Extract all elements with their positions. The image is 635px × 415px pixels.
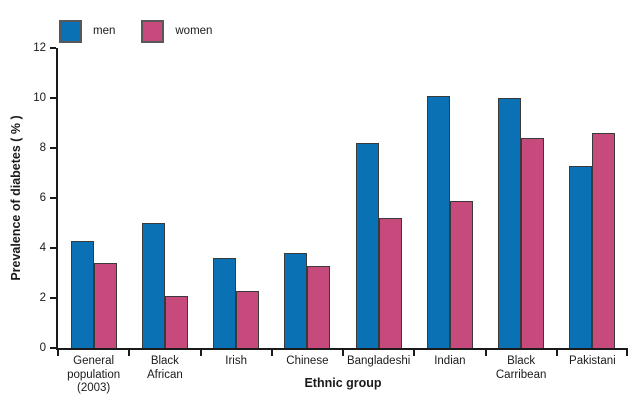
x-tick-label-1: Black African [146,355,183,381]
x-tick-label-5: Indian [434,355,466,367]
y-tick-label-2: 2 [39,292,46,304]
y-tick-label-12: 12 [33,42,46,54]
y-tick-12 [50,47,56,49]
y-tick-2 [50,297,56,299]
y-tick-label-4: 4 [39,242,46,254]
bar-women-2 [236,290,260,348]
x-tick-label-7: Pakistani [569,355,616,367]
bar-men-7 [569,165,593,348]
x-tick-3 [270,350,273,356]
x-tick-4 [342,350,344,356]
x-tick-7 [555,350,558,356]
bar-men-3 [284,253,308,348]
bar-men-4 [355,143,379,348]
chart-legend: men women [59,19,238,43]
x-tick-6 [484,350,487,356]
y-tick-label-10: 10 [33,92,46,104]
bar-women-0 [93,263,117,348]
bar-women-4 [378,218,402,348]
x-tick-label-3: Chinese [286,355,329,367]
y-tick-8 [50,147,56,149]
x-tick-8 [626,350,628,356]
legend-label-women: women [175,25,213,37]
x-tick-2 [199,350,202,356]
bar-women-5 [449,200,473,348]
x-tick-0 [57,350,59,356]
legend-swatch-men [59,19,82,43]
legend-swatch-women [141,19,165,43]
x-tick-label-2: Irish [225,355,247,367]
x-axis-line [56,348,628,350]
y-tick-label-8: 8 [39,142,46,154]
y-tick-6 [50,197,56,199]
y-tick-label-6: 6 [39,192,46,204]
x-axis-title: Ethnic group [304,376,382,390]
x-tick-label-6: Black Carribean [495,355,547,381]
bar-women-1 [164,295,188,348]
legend-label-men: men [93,25,116,37]
y-tick-4 [50,247,56,249]
x-tick-1 [128,350,131,356]
y-axis-line [56,48,58,350]
x-tick-label-0: General population (2003) [67,355,121,394]
y-tick-0 [50,347,56,349]
x-tick-5 [413,350,416,356]
bar-men-5 [426,95,450,348]
bar-men-6 [498,98,522,348]
plot-area [50,47,628,356]
bar-men-2 [213,258,237,348]
bar-women-7 [592,133,616,348]
y-tick-label-0: 0 [39,342,46,354]
bar-men-0 [70,240,94,348]
x-tick-label-4: Bangladeshi [346,355,411,367]
y-tick-10 [50,97,56,99]
bar-women-3 [307,265,331,348]
bar-women-6 [521,138,545,348]
bar-men-1 [141,223,165,348]
